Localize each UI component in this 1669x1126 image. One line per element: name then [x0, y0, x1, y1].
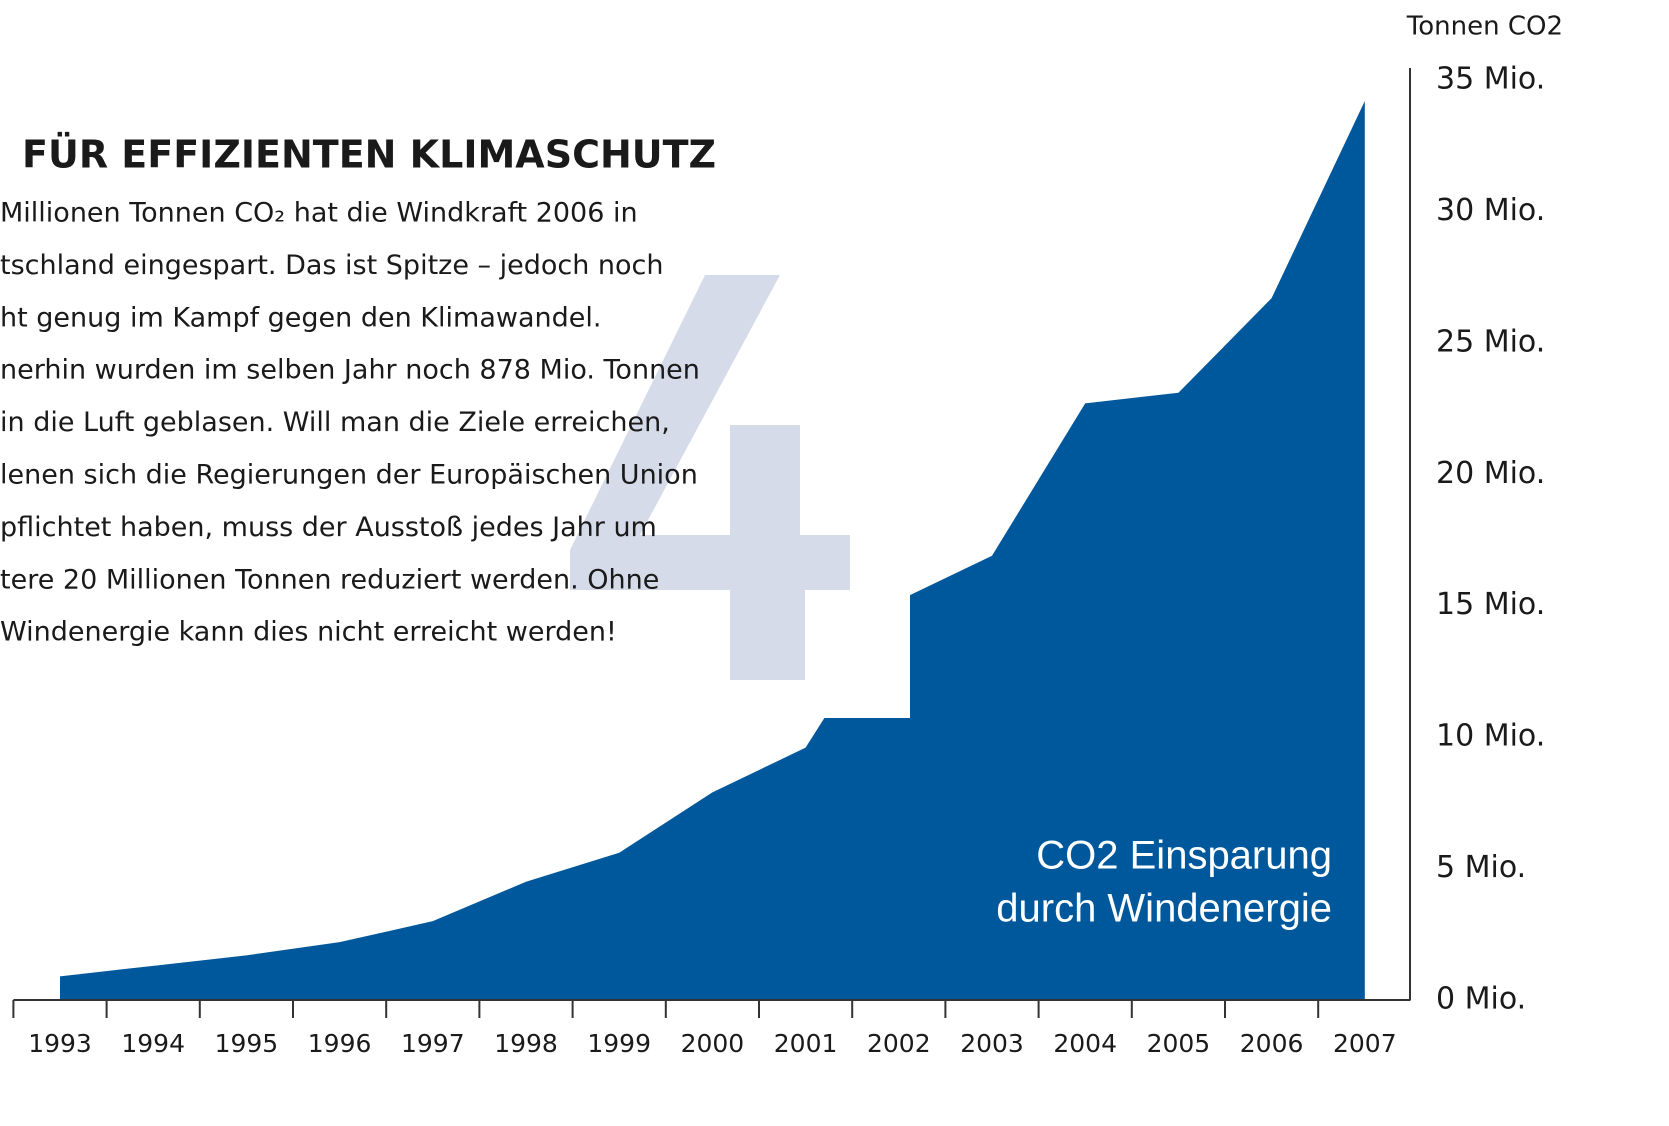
x-tick-label: 2001 [774, 1029, 838, 1058]
y-tick-label: 25 Mio. [1436, 324, 1545, 359]
paragraph-line: nerhin wurden im selben Jahr noch 878 Mi… [0, 355, 700, 386]
watermark-four [570, 275, 850, 680]
annotation: durch Windenergie [996, 887, 1332, 931]
x-tick-label: 2004 [1053, 1029, 1117, 1058]
paragraph-line: in die Luft geblasen. Will man die Ziele… [0, 407, 670, 438]
x-tick-label: 2002 [867, 1029, 931, 1058]
x-tick-label: 1996 [308, 1029, 372, 1058]
y-tick-label: 30 Mio. [1436, 193, 1545, 228]
x-tick-label: 2007 [1333, 1029, 1397, 1058]
y-tick-label: 5 Mio. [1436, 850, 1526, 885]
paragraph-line: Windenergie kann dies nicht erreicht wer… [0, 617, 617, 648]
paragraph-line: tschland eingespart. Das ist Spitze – je… [0, 250, 664, 281]
x-tick-label: 1998 [494, 1029, 558, 1058]
x-tick-label: 1997 [401, 1029, 465, 1058]
x-tick-label: 1995 [215, 1029, 279, 1058]
y-tick-label: 0 Mio. [1436, 982, 1526, 1017]
x-tick-label: 1993 [28, 1029, 92, 1058]
text-box-title: FÜR EFFIZIENTEN KLIMASCHUTZ [22, 133, 716, 177]
x-tick-label: 2000 [681, 1029, 745, 1058]
x-tick-label: 2003 [960, 1029, 1024, 1058]
plot: 0 Mio. 5 Mio. 10 Mio. 15 Mio. 20 Mio. 25 Mio.… [12, 62, 1545, 1058]
annotation: CO2 Einsparung [1036, 834, 1332, 878]
paragraph: Millionen Tonnen CO₂ hat die Windkraft 2… [0, 198, 700, 648]
paragraph-line: Millionen Tonnen CO₂ hat die Windkraft 2… [0, 198, 638, 229]
x-tick-label: 2005 [1147, 1029, 1211, 1058]
area [60, 101, 1365, 1001]
y-tick-label: 35 Mio. [1436, 62, 1545, 97]
paragraph-line: ht genug im Kampf gegen den Klimawandel. [0, 302, 601, 333]
y-tick-label: 20 Mio. [1436, 456, 1545, 491]
y-axis-label: Tonnen CO2 [1406, 12, 1563, 42]
x-tick-label: 2006 [1240, 1029, 1304, 1058]
paragraph-line: pflichtet haben, muss der Ausstoß jedes … [0, 512, 657, 543]
x-tick-label: 1999 [587, 1029, 651, 1058]
x-tick-label: 1994 [121, 1029, 185, 1058]
y-tick-label: 10 Mio. [1436, 719, 1545, 754]
paragraph-line: lenen sich die Regierungen der Europäisc… [0, 460, 698, 491]
y-tick-label: 15 Mio. [1436, 587, 1545, 622]
paragraph-line: tere 20 Millionen Tonnen reduziert werde… [0, 564, 659, 595]
